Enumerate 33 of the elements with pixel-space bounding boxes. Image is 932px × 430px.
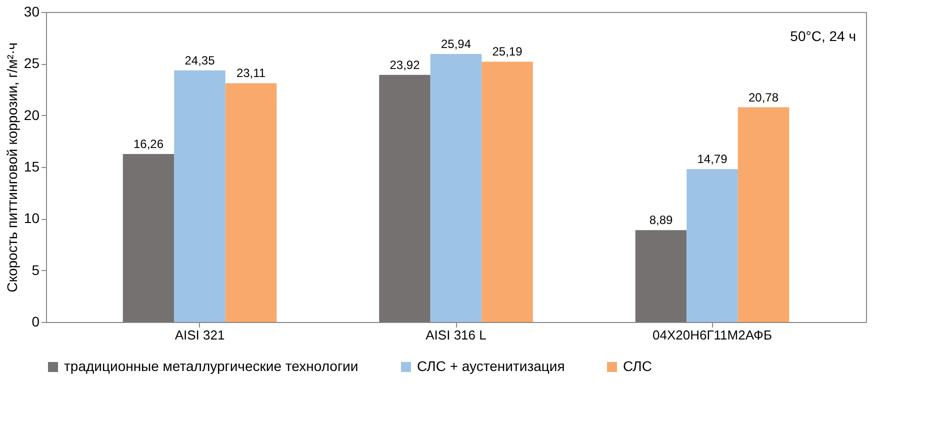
y-tick-label: 0: [32, 314, 40, 330]
data-label: 8,89: [649, 213, 673, 228]
data-label: 16,26: [133, 136, 164, 151]
x-tick-label: 04Х20Н6Г11М2АФБ: [652, 328, 772, 342]
data-label: 23,92: [390, 58, 420, 72]
y-tick-label: 5: [32, 262, 40, 278]
data-label: 20,78: [748, 90, 779, 104]
y-tick-label: 20: [24, 106, 40, 123]
data-label: 25,19: [492, 44, 523, 59]
y-tick-label: 15: [24, 158, 40, 174]
annotation: 50°C, 24 ч: [790, 28, 856, 44]
legend-label: СЛС + аустенитизация: [417, 358, 565, 374]
bar: [482, 62, 533, 322]
bar: [174, 70, 226, 322]
x-tick-label: AISI 321: [174, 328, 225, 342]
data-label: 14,79: [697, 152, 728, 166]
y-tick-label: 25: [24, 55, 40, 72]
x-tick-label: AISI 316 L: [426, 328, 486, 342]
legend-label: традиционные металлургические технологии: [64, 358, 358, 374]
data-label: 25,94: [440, 36, 472, 51]
y-tick-label: 10: [24, 210, 40, 226]
bar: [122, 154, 174, 322]
data-label: 23,11: [236, 66, 266, 80]
bar: [686, 169, 738, 322]
bar: [430, 54, 482, 322]
data-label: 24,35: [184, 53, 216, 68]
bar: [738, 107, 790, 322]
bar: [635, 230, 687, 322]
bar: [379, 74, 430, 322]
bar: [225, 83, 277, 322]
y-axis-title: Скорость питтинговой коррозии, г/м²·ч: [4, 42, 20, 292]
legend-label: СЛС: [623, 358, 652, 374]
y-tick-label: 30: [24, 4, 40, 20]
